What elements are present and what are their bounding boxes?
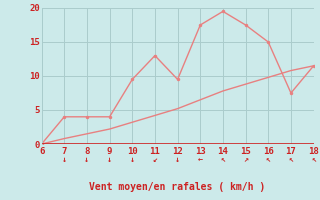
Text: Vent moyen/en rafales ( km/h ): Vent moyen/en rafales ( km/h )	[90, 182, 266, 192]
Text: ↓: ↓	[62, 155, 67, 164]
Text: ↓: ↓	[130, 155, 135, 164]
Text: ↖: ↖	[311, 155, 316, 164]
Text: ↖: ↖	[220, 155, 225, 164]
Text: ↖: ↖	[266, 155, 271, 164]
Text: ↓: ↓	[84, 155, 89, 164]
Text: ↗: ↗	[243, 155, 248, 164]
Text: ↖: ↖	[288, 155, 293, 164]
Text: ←: ←	[198, 155, 203, 164]
Text: ↙: ↙	[152, 155, 157, 164]
Text: ↓: ↓	[175, 155, 180, 164]
Text: ↓: ↓	[107, 155, 112, 164]
